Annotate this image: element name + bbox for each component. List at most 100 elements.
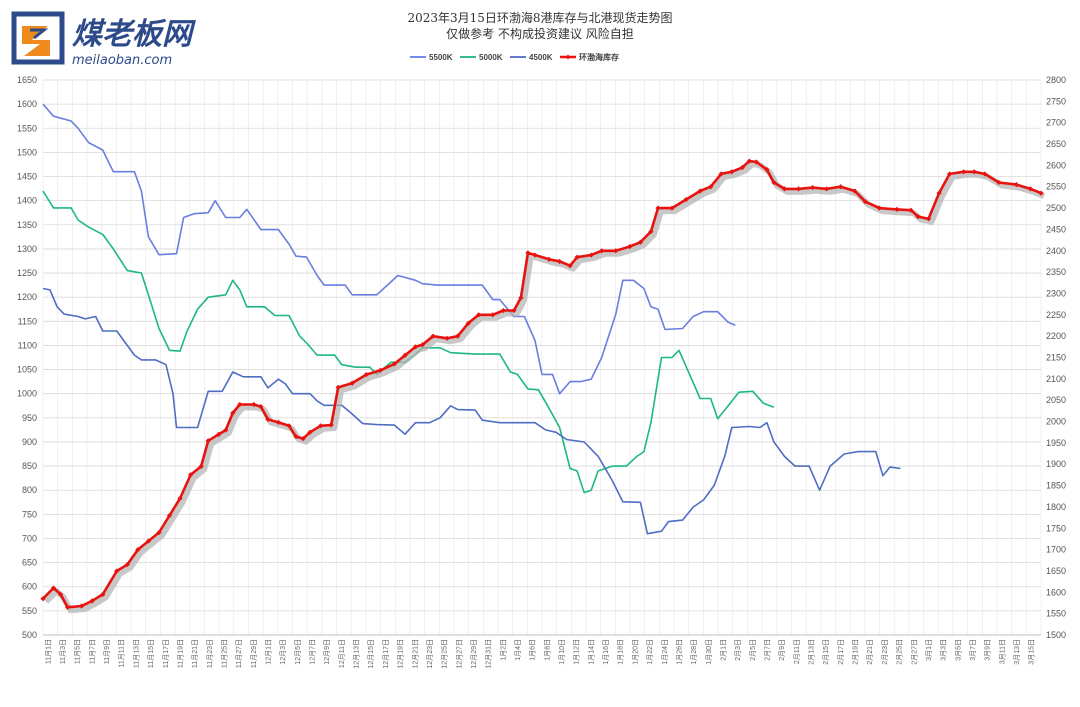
x-tick-label: 3月11日: [998, 639, 1006, 664]
x-tick-label: 2月27日: [910, 639, 918, 665]
x-tick-label: 2月15日: [822, 639, 830, 665]
x-tick-label: 11月13日: [132, 639, 140, 668]
y-left-tick-label: 1100: [18, 340, 37, 350]
x-tick-label: 12月7日: [309, 639, 317, 665]
series-marker: [237, 401, 243, 408]
series-marker: [402, 352, 408, 358]
x-tick-label: 3月1日: [925, 639, 933, 661]
series-marker: [419, 342, 426, 348]
series-marker: [57, 591, 64, 598]
series-marker: [455, 333, 461, 339]
x-tick-label: 2月23日: [881, 639, 889, 665]
series-marker: [1038, 190, 1044, 196]
series-marker: [476, 312, 482, 318]
series-marker: [669, 205, 675, 211]
series-marker: [876, 205, 882, 211]
y-right-tick-label: 2650: [1046, 139, 1066, 149]
legend-label: 5500K: [429, 53, 453, 62]
logo-mark-icon: [11, 11, 65, 65]
series-marker: [588, 252, 594, 258]
series-marker: [490, 312, 496, 318]
x-tick-label: 2月11日: [793, 639, 801, 664]
series-marker: [708, 184, 714, 190]
series-marker: [50, 585, 57, 591]
series-marker: [156, 529, 162, 536]
series-marker: [293, 433, 299, 440]
series-marker: [307, 429, 313, 435]
series-marker: [114, 568, 120, 574]
x-tick-label: 3月3日: [940, 639, 948, 661]
y-right-tick-label: 1650: [1046, 566, 1066, 576]
x-tick-label: 11月15日: [147, 639, 155, 668]
x-tick-label: 1月2日: [499, 639, 507, 661]
y-left-tick-label: 600: [22, 582, 37, 592]
x-tick-label: 3月5日: [954, 639, 962, 661]
series-marker: [265, 416, 271, 423]
series-marker: [936, 190, 942, 196]
series-marker: [335, 384, 341, 390]
y-right-tick-label: 2300: [1046, 288, 1066, 298]
x-tick-label: 12月15日: [367, 639, 375, 669]
series-marker: [627, 243, 633, 250]
series-shadow: [43, 161, 1046, 614]
x-tick-label: 1月6日: [529, 639, 537, 661]
x-tick-label: 12月9日: [323, 639, 331, 665]
series-marker: [961, 169, 967, 175]
series-marker: [809, 184, 816, 191]
x-tick-label: 1月28日: [690, 639, 698, 665]
series-marker: [465, 320, 471, 326]
series-marker: [444, 335, 450, 341]
series-marker: [166, 512, 173, 519]
x-tick-label: 12月19日: [397, 639, 405, 669]
x-tick-label: 12月5日: [294, 639, 302, 665]
x-tick-label: 1月26日: [675, 639, 683, 665]
series-marker: [286, 423, 292, 429]
series-marker: [511, 307, 517, 314]
series-marker: [258, 403, 264, 410]
x-tick-label: 1月10日: [558, 639, 566, 665]
y-left-tick-label: 1050: [17, 365, 37, 375]
y-right-tick-label: 1600: [1046, 587, 1066, 597]
series-marker: [1013, 181, 1020, 188]
series-marker: [648, 228, 654, 235]
x-tick-label: 3月7日: [969, 639, 977, 661]
y-right-tick-label: 2050: [1046, 395, 1066, 405]
legend-label: 环渤海库存: [579, 52, 619, 62]
series-marker: [574, 254, 580, 260]
series-marker: [518, 295, 524, 301]
x-tick-label: 12月31日: [485, 639, 493, 669]
series-marker: [377, 367, 383, 373]
series-marker: [852, 188, 858, 194]
x-tick-label: 1月4日: [514, 639, 522, 661]
y-left-tick-label: 1200: [17, 292, 37, 302]
y-right-tick-label: 2200: [1046, 331, 1066, 341]
series-line: [42, 190, 775, 494]
series-marker: [655, 205, 661, 211]
y-left-tick-label: 1600: [17, 99, 37, 109]
y-right-tick-label: 2700: [1046, 118, 1066, 128]
x-tick-label: 12月25日: [441, 639, 449, 669]
y-left-tick-label: 1650: [17, 75, 37, 85]
series-marker: [697, 188, 703, 194]
x-tick-label: 11月23日: [206, 639, 214, 668]
series-marker: [430, 333, 436, 339]
y-right-tick-label: 2500: [1046, 203, 1066, 213]
series-marker: [1027, 186, 1034, 192]
x-tick-label: 1月22日: [646, 639, 654, 665]
logo-name: 煤老板网: [72, 17, 196, 52]
x-tick-label: 12月21日: [411, 639, 419, 669]
x-tick-label: 3月9日: [984, 639, 992, 661]
y-right-tick-label: 2550: [1046, 182, 1066, 192]
y-right-tick-label: 2000: [1046, 417, 1066, 427]
series-marker: [198, 463, 204, 469]
grid: [42, 79, 1042, 636]
series-line: [42, 287, 901, 535]
y-right-tick-label: 2800: [1046, 75, 1066, 85]
y-left-tick-label: 1150: [18, 316, 37, 326]
y-right-tick-label: 1800: [1046, 502, 1066, 512]
series-marker: [230, 410, 236, 416]
series-marker: [746, 158, 752, 164]
y-right-tick-label: 1550: [1046, 609, 1066, 619]
chart-title: 2023年3月15日环渤海8港库存与北港现货走势图: [407, 10, 672, 25]
